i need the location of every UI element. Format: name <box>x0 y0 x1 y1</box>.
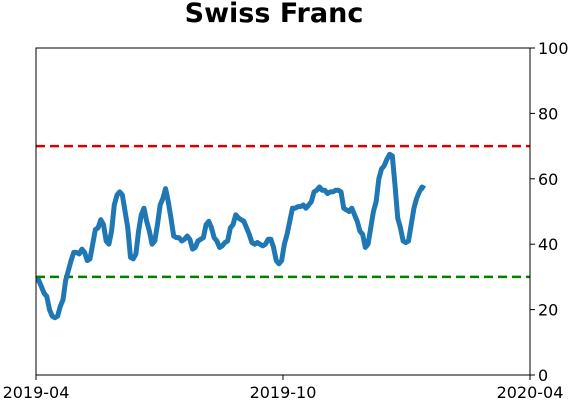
x-tick-label: 2019-10 <box>250 383 317 402</box>
series-line <box>36 151 427 321</box>
y-tick-label: 100 <box>538 39 569 58</box>
y-tick-label: 20 <box>538 301 558 320</box>
y-tick-label: 0 <box>538 366 548 385</box>
chart-title: Swiss Franc <box>185 0 364 29</box>
reference-lines <box>36 144 530 279</box>
plot-area <box>36 48 530 375</box>
y-axis: 0 20 40 60 80 100 <box>530 39 569 385</box>
y-tick-label: 40 <box>538 235 558 254</box>
series-layer <box>36 151 427 321</box>
y-tick-label: 60 <box>538 170 558 189</box>
x-tick-label: 2019-04 <box>3 383 70 402</box>
y-tick-label: 80 <box>538 104 558 123</box>
x-tick-label: 2020-04 <box>497 383 564 402</box>
x-axis: 2019-04 2019-10 2020-04 <box>3 375 564 402</box>
